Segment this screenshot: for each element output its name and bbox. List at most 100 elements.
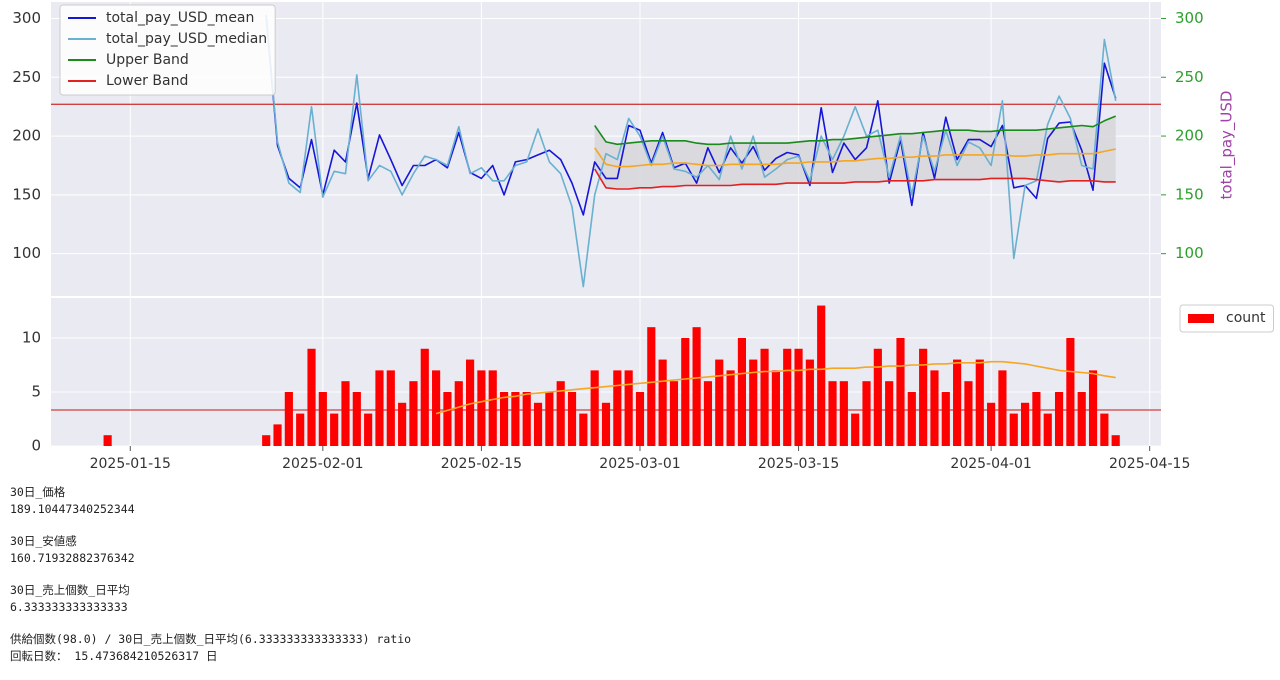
legend-label: Upper Band (106, 52, 189, 68)
bar (726, 370, 735, 446)
bar (499, 391, 509, 446)
bar (1077, 391, 1086, 446)
bar (896, 337, 905, 446)
y2-tick-label: 200 (1175, 127, 1204, 145)
line (594, 147, 1116, 168)
x-tick-label: 2025-04-01 (950, 456, 1031, 472)
bar (273, 424, 282, 446)
line (594, 168, 1116, 190)
legend-box (59, 4, 276, 96)
y-tick-label: 150 (12, 185, 41, 203)
bar (545, 391, 554, 446)
output-text: 30日_価格 189.10447340252344 30日_安値感 160.71932… (10, 484, 411, 680)
bar (862, 381, 871, 446)
y-tick-label: 0 (31, 437, 41, 455)
x-tick-label: 2025-02-15 (441, 456, 522, 472)
legend: total_pay_USD_mean total_pay_USD_median Up… (59, 4, 276, 96)
bar (692, 327, 701, 446)
bar (953, 359, 962, 446)
bar (1111, 435, 1120, 446)
line (435, 360, 1116, 415)
line (265, 14, 1117, 288)
bar (715, 359, 724, 446)
y-tick-label: 5 (31, 382, 41, 400)
bar (341, 381, 350, 446)
output-block: 30日_売上個数_日平均 6.333333333333333 (10, 582, 411, 615)
bar (386, 370, 395, 446)
band-fill (594, 116, 1116, 189)
bar (964, 381, 973, 446)
bar (579, 413, 588, 446)
bar (466, 359, 475, 446)
output-line: 189.10447340252344 (10, 501, 135, 516)
bar (432, 370, 441, 446)
output-block: 供給個数(98.0) / 30日_売上個数_日平均(6.333333333333… (10, 631, 411, 664)
output-line: 6.333333333333333 (10, 599, 128, 614)
bar (477, 370, 486, 446)
bar (658, 359, 667, 446)
bar (307, 348, 316, 446)
output-line: 30日_売上個数_日平均 (10, 583, 130, 597)
bar (318, 391, 327, 446)
bar (1032, 391, 1041, 446)
y-tick-label: 10 (22, 328, 41, 346)
bar (409, 381, 418, 446)
bar (556, 381, 565, 446)
bar (1066, 337, 1075, 446)
bar (771, 370, 780, 446)
bar (262, 435, 271, 446)
bar (737, 337, 746, 446)
bar (749, 359, 758, 446)
bar (522, 391, 531, 446)
bar (941, 391, 950, 446)
bar (601, 402, 611, 446)
y2-axis-label: total_pay_USD (1218, 91, 1237, 200)
legend: count (1179, 304, 1274, 333)
x-tick-label: 2025-03-15 (758, 456, 839, 472)
bar (703, 381, 713, 446)
bar (420, 348, 429, 446)
bar (567, 391, 577, 446)
bar (647, 327, 656, 446)
bar (488, 370, 497, 446)
bar (817, 305, 826, 446)
y2-tick-label: 250 (1175, 68, 1204, 86)
bar (443, 391, 452, 446)
legend-swatch (1188, 314, 1214, 323)
bar (987, 402, 996, 446)
bar (1043, 413, 1052, 446)
bar (1009, 413, 1018, 446)
bar (669, 381, 679, 446)
output-block: 30日_価格 189.10447340252344 (10, 484, 411, 517)
bar (1100, 413, 1109, 446)
x-tick-label: 2025-01-15 (90, 456, 171, 472)
output-line: 回転日数： 15.473684210526317 日 (10, 648, 218, 663)
y-tick-label: 250 (12, 68, 41, 86)
y-tick-label: 300 (12, 9, 41, 27)
bar (794, 348, 803, 446)
bar (885, 381, 894, 446)
bar (352, 391, 361, 446)
line (265, 16, 1117, 216)
x-tick-label: 2025-04-15 (1109, 456, 1190, 472)
x-tick-label: 2025-03-01 (599, 456, 680, 472)
output-line: 160.71932882376342 (10, 550, 135, 565)
output-line: 30日_安値感 (10, 534, 77, 548)
legend-label: Lower Band (106, 73, 188, 89)
bar (375, 370, 384, 446)
bar (454, 381, 463, 446)
x-tick-label: 2025-02-01 (282, 456, 363, 472)
bar (103, 435, 112, 446)
legend-box (1179, 304, 1274, 333)
bar (839, 381, 848, 446)
bar (364, 413, 373, 446)
bar (1021, 402, 1030, 446)
bar (805, 359, 814, 446)
y2-tick-label: 150 (1175, 185, 1204, 203)
bar (511, 391, 520, 446)
bar (624, 370, 633, 446)
y-tick-label: 200 (12, 127, 41, 145)
y2-tick-label: 300 (1175, 9, 1204, 27)
bar (1088, 370, 1098, 446)
